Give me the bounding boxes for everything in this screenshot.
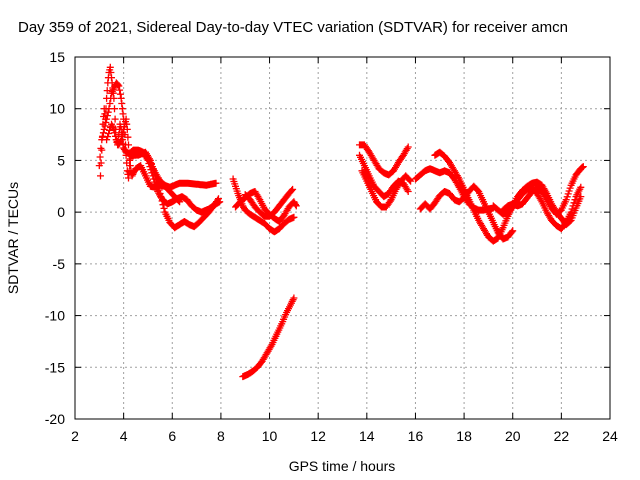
data-point-markers <box>229 175 298 236</box>
x-tick-label: 8 <box>217 428 225 444</box>
series-track-d <box>103 115 184 206</box>
data-point-markers <box>499 163 587 218</box>
data-point-markers <box>241 185 297 220</box>
x-tick-label: 18 <box>456 428 472 444</box>
y-tick-label: 10 <box>49 101 65 117</box>
y-tick-label: -10 <box>45 308 65 324</box>
series-track-e <box>229 175 298 236</box>
series-track-k <box>358 167 415 211</box>
chart-title: Day 359 of 2021, Sidereal Day-to-day VTE… <box>18 19 568 36</box>
y-tick-label: -5 <box>53 256 66 272</box>
x-axis-label: GPS time / hours <box>289 458 396 474</box>
x-tick-label: 4 <box>120 428 128 444</box>
x-tick-label: 12 <box>310 428 326 444</box>
series-track-p <box>499 163 587 218</box>
series-track-i <box>356 141 412 179</box>
x-tick-label: 14 <box>359 428 375 444</box>
x-tick-label: 6 <box>168 428 176 444</box>
data-point-markers <box>239 294 298 381</box>
x-tick-label: 10 <box>262 428 278 444</box>
x-tick-label: 2 <box>71 428 79 444</box>
data-marks <box>95 63 587 381</box>
y-axis-label: SDTVAR / TECUs <box>5 182 21 294</box>
x-tick-label: 22 <box>554 428 570 444</box>
x-tick-label: 16 <box>408 428 424 444</box>
y-tick-label: 5 <box>57 152 65 168</box>
series-track-g <box>241 185 297 220</box>
y-tick-label: -20 <box>45 411 65 427</box>
x-tick-label: 20 <box>505 428 521 444</box>
data-point-markers <box>356 141 412 179</box>
series-track-h <box>239 294 298 381</box>
grid <box>75 57 610 419</box>
y-tick-label: 0 <box>57 204 65 220</box>
y-tick-label: -15 <box>45 359 65 375</box>
data-point-markers <box>103 115 184 206</box>
x-tick-label: 24 <box>602 428 618 444</box>
y-tick-label: 15 <box>49 49 65 65</box>
series-track-m <box>416 182 517 243</box>
plot-frame <box>74 56 611 420</box>
data-point-markers <box>358 167 415 211</box>
data-point-markers <box>416 182 517 243</box>
